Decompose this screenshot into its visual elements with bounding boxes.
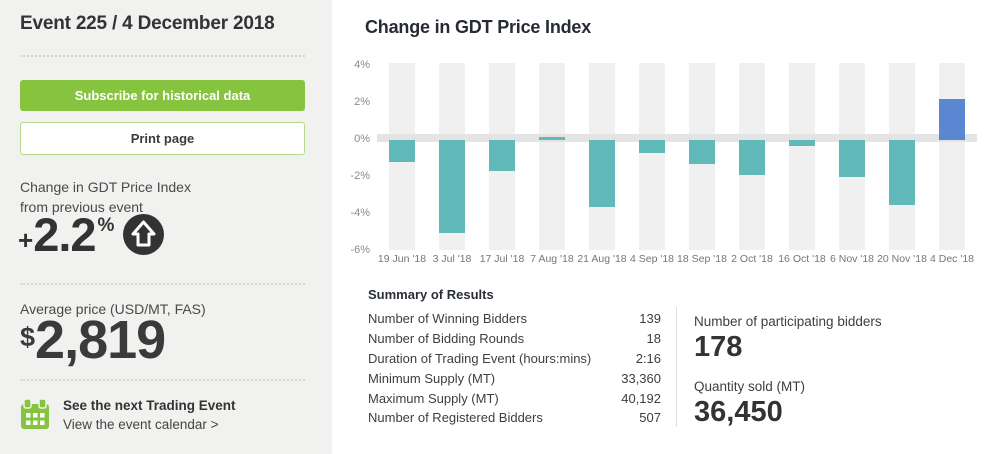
bar-16-oct-18[interactable] [789,140,815,146]
print-page-button[interactable]: Print page [20,122,305,155]
x-tick-label: 3 Jul '18 [432,253,472,265]
summary-heading: Summary of Results [368,287,494,302]
key-stats: Number of participating bidders 178 Quanti… [694,314,882,429]
summary-row-label: Number of Winning Bidders [368,311,527,327]
y-tick-label: 4% [354,59,370,71]
event-title: Event 225 / 4 December 2018 [20,13,275,34]
summary-row-value: 33,360 [621,370,661,386]
y-tick-label: 0% [354,133,370,145]
x-tick-label: 18 Sep '18 [677,253,727,265]
average-price-row: $ 2,819 [20,300,166,372]
bar-4-sep-18[interactable] [639,140,665,153]
x-tick-label: 6 Nov '18 [829,253,875,265]
bar-7-aug-18[interactable] [539,137,565,140]
summary-row-label: Number of Registered Bidders [368,410,543,426]
x-tick-label: 4 Dec '18 [929,253,975,265]
event-sidebar: Event 225 / 4 December 2018 Subscribe fo… [0,0,332,454]
divider [20,55,305,57]
chart-column-track [639,63,665,250]
stat-label: Number of participating bidders [694,314,882,329]
bar-3-jul-18[interactable] [439,140,465,233]
bar-4-dec-18[interactable] [939,99,965,140]
y-tick-label: -4% [350,207,370,219]
chart-column-track [939,63,965,250]
x-tick-label: 21 Aug '18 [577,253,627,265]
bar-6-nov-18[interactable] [839,140,865,177]
average-price-label: Average price (USD/MT, FAS) [20,301,206,317]
bar-17-jul-18[interactable] [489,140,515,172]
summary-row-value: 2:16 [635,350,661,366]
chart-column-track [539,63,565,250]
stat-block: Number of participating bidders 178 [694,314,882,364]
x-tick-label: 16 Oct '18 [778,253,826,265]
summary-table: Number of Winning Bidders 139 Number of Bi… [368,309,661,428]
summary-row-label: Number of Bidding Rounds [368,331,525,347]
summary-row: Number of Registered Bidders 507 [368,408,661,428]
change-unit: % [97,215,115,236]
chart-column-track [789,63,815,250]
summary-row-value: 139 [639,311,661,327]
summary-row-label: Maximum Supply (MT) [368,390,499,406]
stat-block: Quantity sold (MT) 36,450 [694,379,882,429]
divider [20,283,305,285]
bar-20-nov-18[interactable] [889,140,915,205]
summary-row: Duration of Trading Event (hours:mins) 2:… [368,349,661,369]
vertical-divider [676,307,677,427]
summary-row: Minimum Supply (MT) 33,360 [368,368,661,388]
subscribe-button[interactable]: Subscribe for historical data [20,80,305,111]
currency-symbol: $ [20,322,36,352]
x-tick-label: 20 Nov '18 [877,253,927,265]
summary-row-value: 507 [639,410,661,426]
bar-18-sep-18[interactable] [689,140,715,165]
view-event-calendar-link[interactable]: View the event calendar > [63,417,219,432]
y-tick-label: -2% [350,170,370,182]
x-tick-label: 19 Jun '18 [377,253,427,265]
summary-row-label: Minimum Supply (MT) [368,370,496,386]
summary-row-value: 18 [646,331,661,347]
calendar-icon [20,398,50,436]
change-index-label: Change in GDT Price Index from previous … [20,177,191,217]
summary-row: Number of Winning Bidders 139 [368,309,661,329]
bar-19-jun-18[interactable] [389,140,415,163]
chart-x-axis: 19 Jun '18 3 Jul '18 17 Jul '18 7 Aug '18 21… [377,253,977,265]
zero-line-band [377,134,977,142]
chart-plot [377,63,977,250]
up-arrow-icon [123,214,165,260]
summary-row: Maximum Supply (MT) 40,192 [368,388,661,408]
next-event-row: See the next Trading Event View the even… [20,396,236,436]
y-tick-label: 2% [354,96,370,108]
x-tick-label: 17 Jul '18 [479,253,525,265]
y-tick-label: -6% [350,244,370,256]
change-value-row: + 2.2 % [18,207,165,263]
stat-value: 36,450 [694,396,783,428]
x-tick-label: 4 Sep '18 [629,253,675,265]
summary-row-label: Duration of Trading Event (hours:mins) [368,350,592,366]
summary-row-value: 40,192 [621,390,661,406]
bar-2-oct-18[interactable] [739,140,765,176]
change-index-label-line2: from previous event [20,199,143,215]
x-tick-label: 2 Oct '18 [731,253,773,265]
summary-row: Number of Bidding Rounds 18 [368,329,661,349]
divider [20,379,305,381]
stat-label: Quantity sold (MT) [694,379,806,394]
average-price-value: 2,819 [35,310,166,370]
chart-title: Change in GDT Price Index [365,17,592,37]
change-sign: + [18,225,34,255]
results-panel: Change in GDT Price Index 4% 2% 0% -2% -4% -6… [332,0,1000,454]
change-value: 2.2 [33,208,96,261]
next-event-title: See the next Trading Event [63,398,236,413]
bar-21-aug-18[interactable] [589,140,615,207]
stat-value: 178 [694,331,743,363]
change-index-label-line1: Change in GDT Price Index [20,179,191,195]
next-event-text: See the next Trading Event View the even… [63,396,236,436]
x-tick-label: 7 Aug '18 [530,253,574,265]
